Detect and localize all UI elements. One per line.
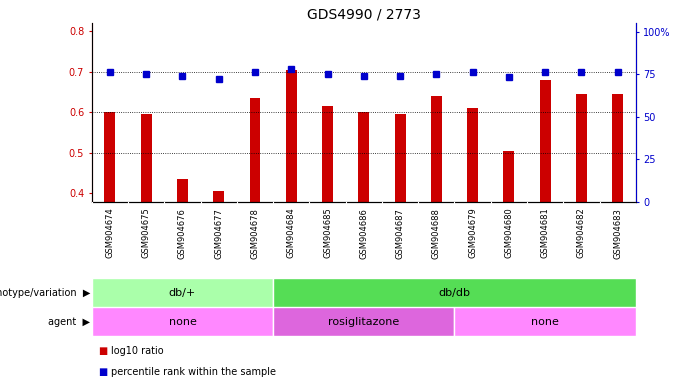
Text: GSM904683: GSM904683 [613, 208, 622, 258]
Bar [394, 114, 405, 202]
Text: GSM904677: GSM904677 [214, 208, 223, 258]
Bar [503, 151, 514, 202]
Bar [358, 112, 369, 202]
Bar [286, 70, 296, 202]
Bar [105, 112, 116, 202]
Text: GSM904676: GSM904676 [178, 208, 187, 258]
Text: GSM904681: GSM904681 [541, 208, 549, 258]
Text: GSM904685: GSM904685 [323, 208, 332, 258]
Bar [467, 108, 478, 202]
Text: rosiglitazone: rosiglitazone [328, 316, 399, 327]
Text: GSM904686: GSM904686 [359, 208, 369, 258]
Text: percentile rank within the sample: percentile rank within the sample [111, 367, 276, 377]
Title: GDS4990 / 2773: GDS4990 / 2773 [307, 8, 421, 22]
Bar [322, 106, 333, 202]
Text: genotype/variation  ▶: genotype/variation ▶ [0, 288, 90, 298]
Bar [273, 278, 636, 307]
Bar [612, 94, 623, 202]
Text: GSM904688: GSM904688 [432, 208, 441, 258]
Text: GSM904674: GSM904674 [105, 208, 114, 258]
Text: none: none [531, 316, 559, 327]
Bar [177, 179, 188, 202]
Text: GSM904687: GSM904687 [396, 208, 405, 258]
Text: log10 ratio: log10 ratio [111, 346, 163, 356]
Text: GSM904680: GSM904680 [505, 208, 513, 258]
Text: ■: ■ [99, 367, 108, 377]
Bar [250, 98, 260, 202]
Bar [576, 94, 587, 202]
Text: GSM904679: GSM904679 [468, 208, 477, 258]
Bar [540, 80, 551, 202]
Bar [214, 192, 224, 202]
Text: GSM904675: GSM904675 [141, 208, 151, 258]
Text: none: none [169, 316, 197, 327]
Text: GSM904682: GSM904682 [577, 208, 586, 258]
Text: db/+: db/+ [169, 288, 196, 298]
Text: GSM904684: GSM904684 [287, 208, 296, 258]
Bar [141, 114, 152, 202]
Bar [92, 307, 273, 336]
Text: GSM904678: GSM904678 [250, 208, 260, 258]
Text: agent  ▶: agent ▶ [48, 316, 90, 327]
Bar [431, 96, 442, 202]
Text: db/db: db/db [439, 288, 471, 298]
Text: ■: ■ [99, 346, 108, 356]
Bar [92, 278, 273, 307]
Bar [454, 307, 636, 336]
Bar [273, 307, 454, 336]
